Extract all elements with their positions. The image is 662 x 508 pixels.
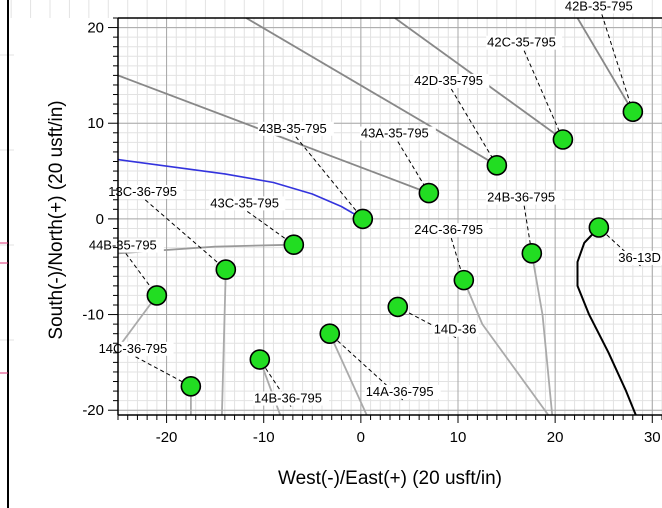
leader-line bbox=[135, 356, 192, 387]
well-label: 43C-35-795 bbox=[210, 195, 279, 210]
leader-line bbox=[295, 136, 364, 220]
well-label: 13C-36-795 bbox=[108, 184, 177, 199]
y-tick-label: -10 bbox=[82, 307, 104, 324]
label-backdrop bbox=[107, 184, 184, 199]
trajectory-line bbox=[245, 18, 498, 167]
well-label: 42D-35-795 bbox=[414, 73, 483, 88]
y-tick-label: 20 bbox=[87, 20, 104, 37]
label-backdrop bbox=[486, 190, 563, 205]
well-label: 24B-36-795 bbox=[487, 190, 555, 205]
label-backdrop bbox=[486, 35, 563, 50]
leader-line bbox=[523, 205, 533, 254]
well-marker bbox=[352, 208, 374, 230]
leader-line bbox=[601, 14, 634, 112]
leader-line bbox=[246, 211, 295, 246]
y-axis-title: South(-)/North(+) (20 usft/in) bbox=[46, 100, 67, 339]
trajectory-line bbox=[328, 333, 368, 415]
well-label: 14D-36 bbox=[434, 322, 477, 337]
y-tick-label: 0 bbox=[96, 211, 104, 228]
well-label: 44B-35-795 bbox=[89, 238, 157, 253]
trajectory-line bbox=[530, 253, 554, 415]
well-labels: 42B-35-795 42C-35-795 42D-35-795 43A-35-795… bbox=[87, 0, 662, 406]
trajectory-line bbox=[576, 18, 634, 113]
leader-line bbox=[144, 199, 227, 270]
well-label: 43B-35-795 bbox=[259, 121, 327, 136]
well-marker bbox=[387, 296, 409, 318]
well-marker bbox=[418, 182, 440, 204]
well-label: 14B-36-795 bbox=[254, 391, 322, 406]
label-backdrop bbox=[359, 126, 436, 141]
trajectory-line bbox=[118, 158, 364, 220]
well-marker bbox=[486, 155, 508, 176]
label-backdrop bbox=[209, 196, 286, 211]
y-tick-label: -20 bbox=[82, 402, 104, 419]
label-backdrop bbox=[563, 0, 640, 14]
well-label: 42B-35-795 bbox=[565, 0, 633, 13]
well-label: 42C-35-795 bbox=[487, 35, 556, 50]
trajectory-line bbox=[118, 294, 158, 349]
well-marker bbox=[283, 234, 305, 256]
plot-area: 42B-35-795 42C-35-795 42D-35-795 43A-35-795… bbox=[87, 0, 662, 415]
well-label: 14C-36-795 bbox=[99, 341, 168, 356]
label-backdrop bbox=[413, 223, 490, 238]
y-tick-label: 10 bbox=[87, 115, 104, 132]
label-backdrop bbox=[432, 322, 480, 337]
x-tick-label: -10 bbox=[253, 429, 275, 446]
x-tick-label: 0 bbox=[357, 429, 365, 446]
well-label: 14A-36-795 bbox=[366, 384, 434, 399]
well-marker bbox=[622, 101, 644, 123]
x-tick-label: 10 bbox=[450, 429, 467, 446]
leader-line bbox=[523, 50, 564, 140]
label-backdrop bbox=[413, 73, 490, 88]
well-marker bbox=[215, 259, 237, 280]
well-marker bbox=[319, 323, 341, 344]
label-backdrop bbox=[257, 121, 334, 136]
label-backdrop bbox=[87, 238, 164, 253]
well-marker bbox=[180, 376, 202, 397]
trajectory-line bbox=[576, 226, 637, 415]
x-tick-label: 30 bbox=[644, 429, 661, 446]
trajectory-line bbox=[462, 279, 550, 415]
well-label: 43A-35-795 bbox=[361, 126, 429, 141]
x-axis-title: West(-)/East(+) (20 usft/in) bbox=[278, 468, 502, 489]
leader-line bbox=[450, 88, 498, 166]
well-markers bbox=[146, 101, 644, 397]
well-marker bbox=[588, 217, 610, 238]
well-marker bbox=[249, 349, 271, 370]
well-label: 36-13D bbox=[618, 250, 661, 265]
x-tick-label: 20 bbox=[547, 429, 564, 446]
well-label: 24C-36-795 bbox=[414, 222, 483, 237]
label-backdrop bbox=[253, 391, 329, 406]
trajectory-line bbox=[221, 269, 227, 415]
well-marker bbox=[453, 269, 475, 291]
axes: -20 -10 0 10 20 30 -20 -10 0 10 20 bbox=[82, 17, 662, 446]
label-backdrop bbox=[617, 250, 662, 265]
well-marker bbox=[521, 243, 543, 264]
well-marker bbox=[146, 285, 168, 306]
label-backdrop bbox=[364, 384, 441, 399]
well-marker bbox=[552, 129, 574, 150]
x-tick-label: -20 bbox=[156, 429, 178, 446]
